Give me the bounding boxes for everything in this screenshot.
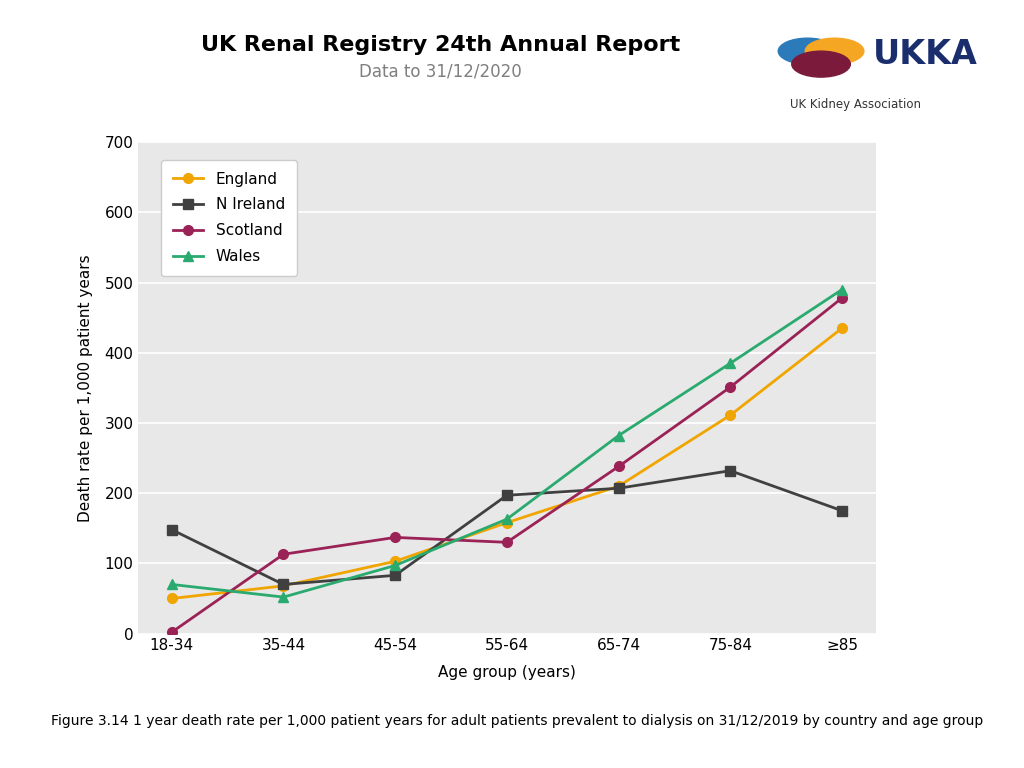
Wales (724, 359, 736, 368)
Legend: England, N Ireland, Scotland, Wales: England, N Ireland, Scotland, Wales (161, 160, 297, 276)
Scotland (836, 293, 848, 303)
Text: UKKA: UKKA (872, 38, 978, 71)
England (166, 594, 178, 603)
N Ireland (836, 506, 848, 515)
N Ireland (724, 466, 736, 475)
Wales (836, 285, 848, 294)
Scotland (389, 533, 401, 542)
Scotland (166, 627, 178, 637)
Line: England: England (167, 323, 847, 604)
England (389, 557, 401, 566)
N Ireland (612, 484, 625, 493)
Scotland (501, 538, 513, 547)
Circle shape (792, 51, 850, 77)
Text: UK Kidney Association: UK Kidney Association (790, 98, 921, 111)
England (836, 323, 848, 333)
Scotland (278, 550, 290, 559)
Wales (278, 592, 290, 601)
Scotland (612, 462, 625, 471)
Circle shape (778, 38, 837, 65)
Wales (166, 580, 178, 589)
N Ireland (501, 491, 513, 500)
Y-axis label: Death rate per 1,000 patient years: Death rate per 1,000 patient years (78, 254, 93, 521)
Line: N Ireland: N Ireland (167, 466, 847, 589)
N Ireland (389, 571, 401, 580)
Line: Wales: Wales (167, 285, 847, 602)
England (501, 518, 513, 528)
Text: Figure 3.14 1 year death rate per 1,000 patient years for adult patients prevale: Figure 3.14 1 year death rate per 1,000 … (51, 714, 983, 728)
Wales (612, 431, 625, 440)
Circle shape (805, 38, 864, 65)
N Ireland (166, 525, 178, 535)
Wales (501, 515, 513, 524)
Text: Data to 31/12/2020: Data to 31/12/2020 (359, 63, 521, 81)
N Ireland (278, 580, 290, 589)
Scotland (724, 382, 736, 392)
X-axis label: Age group (years): Age group (years) (438, 664, 575, 680)
Line: Scotland: Scotland (167, 293, 847, 637)
Wales (389, 561, 401, 570)
Text: UK Renal Registry 24th Annual Report: UK Renal Registry 24th Annual Report (201, 35, 680, 55)
England (612, 482, 625, 491)
England (724, 411, 736, 420)
England (278, 581, 290, 591)
